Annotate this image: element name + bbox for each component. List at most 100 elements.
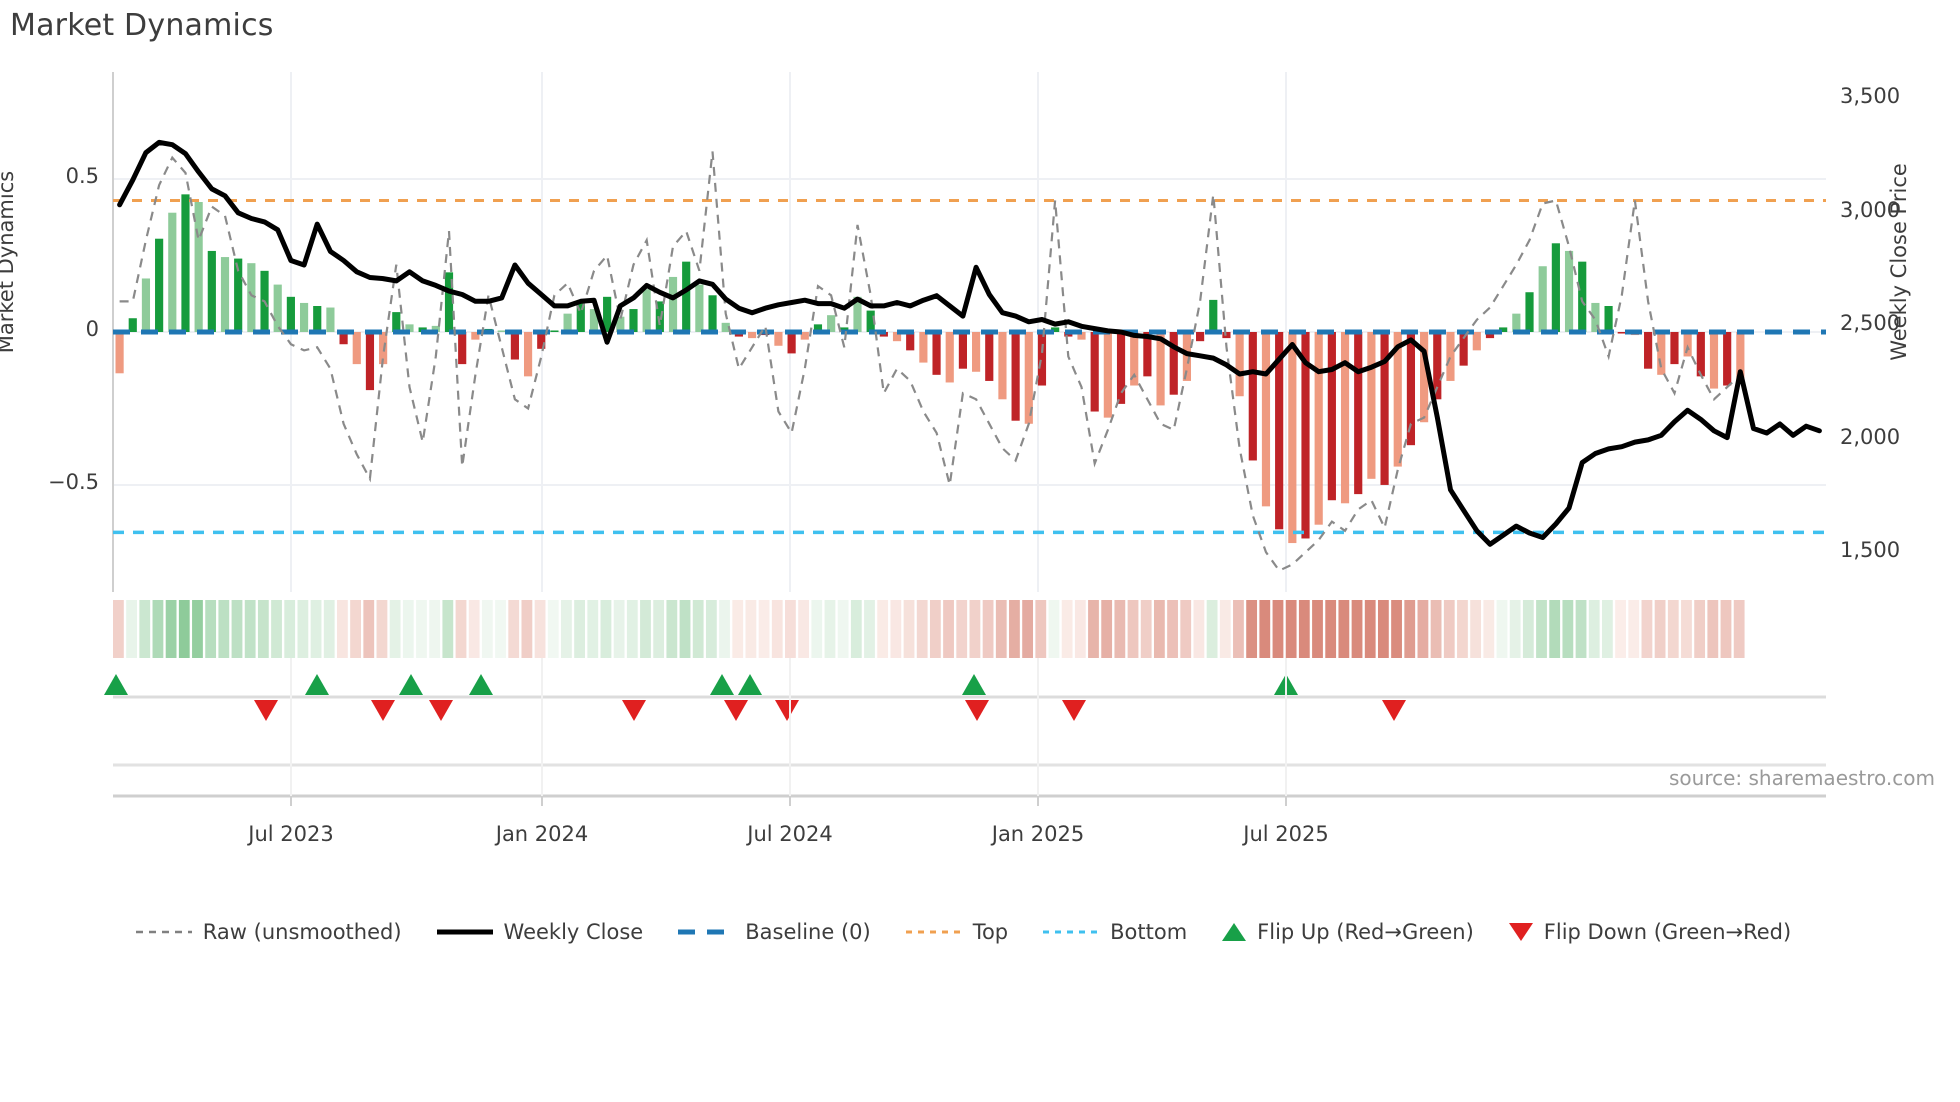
main-plot-area [112,72,1826,592]
heatmap-cell [152,600,164,658]
flip-down-marker [1382,700,1406,721]
bar [352,332,361,365]
heatmap-cell [178,600,190,658]
legend-label-raw: Raw (unsmoothed) [202,920,402,944]
bar [682,261,691,332]
bar [115,332,124,374]
bar [326,307,335,332]
bar [1103,332,1112,418]
flip-down-marker [254,700,278,721]
heatmap-cell [785,600,796,658]
heatmap-cell [481,600,493,658]
bar [1209,299,1218,332]
bar [1459,332,1468,366]
heatmap-cell [350,600,361,658]
flip-down-marker [965,700,989,721]
bar [1472,332,1481,351]
bar [642,289,651,332]
flip-up-marker [399,674,423,695]
legend-label-top: Top [972,920,1009,944]
x-tick-0: Jul 2023 [248,822,334,846]
legend-item-close[interactable]: Weekly Close [436,920,643,944]
bar [1196,332,1205,342]
legend-label-flip_down: Flip Down (Green→Red) [1543,920,1792,944]
bar [1644,332,1653,369]
bar [247,263,256,332]
legend-item-flip_up[interactable]: Flip Up (Red→Green) [1221,920,1474,944]
bar [668,276,678,332]
heatmap-cell [1430,600,1442,658]
bar [155,238,164,332]
heatmap-cell [1022,600,1034,658]
bar [1591,302,1600,332]
legend-label-baseline: Baseline (0) [745,920,871,944]
heatmap-cell [389,600,401,658]
legend-item-raw[interactable]: Raw (unsmoothed) [135,920,402,944]
bar [1683,332,1692,357]
flip-up-marker [710,674,734,695]
bar [1393,332,1402,467]
heatmap-cell [798,600,810,658]
bar [1485,332,1495,339]
heatmap-cell [1536,600,1547,658]
bar [1499,327,1508,332]
bar [1525,292,1534,332]
heatmap-cell [1720,600,1732,658]
bar [1235,332,1244,397]
y-right-tick-4: 1,500 [1840,538,1901,563]
bar [497,330,506,332]
heatmap-cell [1496,600,1508,658]
heatmap-cell [1522,600,1534,658]
legend-item-bottom[interactable]: Bottom [1042,920,1187,944]
heatmap-cell [745,600,757,658]
bar [537,332,546,349]
heatmap-cell [890,600,902,658]
flip-down-marker [622,700,646,721]
heatmap-cell [877,600,889,658]
legend-label-bottom: Bottom [1110,920,1188,944]
bar [1696,332,1705,377]
bar [365,332,375,391]
legend-item-flip_down[interactable]: Flip Down (Green→Red) [1508,920,1791,944]
bar [985,332,994,381]
bar [998,332,1007,400]
heatmap-cell [1562,600,1574,658]
heatmap-cell [310,600,322,658]
heatmap-cell [1233,600,1244,658]
bar [813,324,823,332]
bar [313,306,322,332]
flip-up-marker [962,674,986,695]
heatmap-and-flips-svg [104,600,1826,806]
bar [1367,332,1376,479]
bar [892,332,902,342]
heatmap-cell [1588,600,1600,658]
bar [774,332,783,346]
heatmap-cell [534,600,546,658]
heatmap-cell [1404,600,1416,658]
bar [299,302,309,332]
heatmap-cell [600,600,612,658]
bar [1604,306,1613,332]
legend-item-baseline[interactable]: Baseline (0) [677,920,871,944]
heatmap-cell [864,600,875,658]
bar [1617,332,1626,334]
heatmap-cell [1575,600,1587,658]
heatmap-cell [561,600,572,658]
heatmap-cell [771,600,783,658]
bar [458,332,467,365]
bar [1143,332,1152,377]
bar [1709,332,1719,389]
heatmap-cell [139,600,151,658]
heatmap-cell [455,600,467,658]
x-tick-2: Jul 2024 [747,822,833,846]
heatmap-cell [824,600,836,658]
y-right-tick-3: 2,000 [1840,424,1901,449]
bar [1327,332,1336,501]
bar [655,301,664,332]
legend-item-top[interactable]: Top [905,920,1008,944]
heatmap-cell [1457,600,1468,658]
heatmap-cell [416,600,427,658]
heatmap-cell [429,600,441,658]
heatmap-cell [547,600,559,658]
